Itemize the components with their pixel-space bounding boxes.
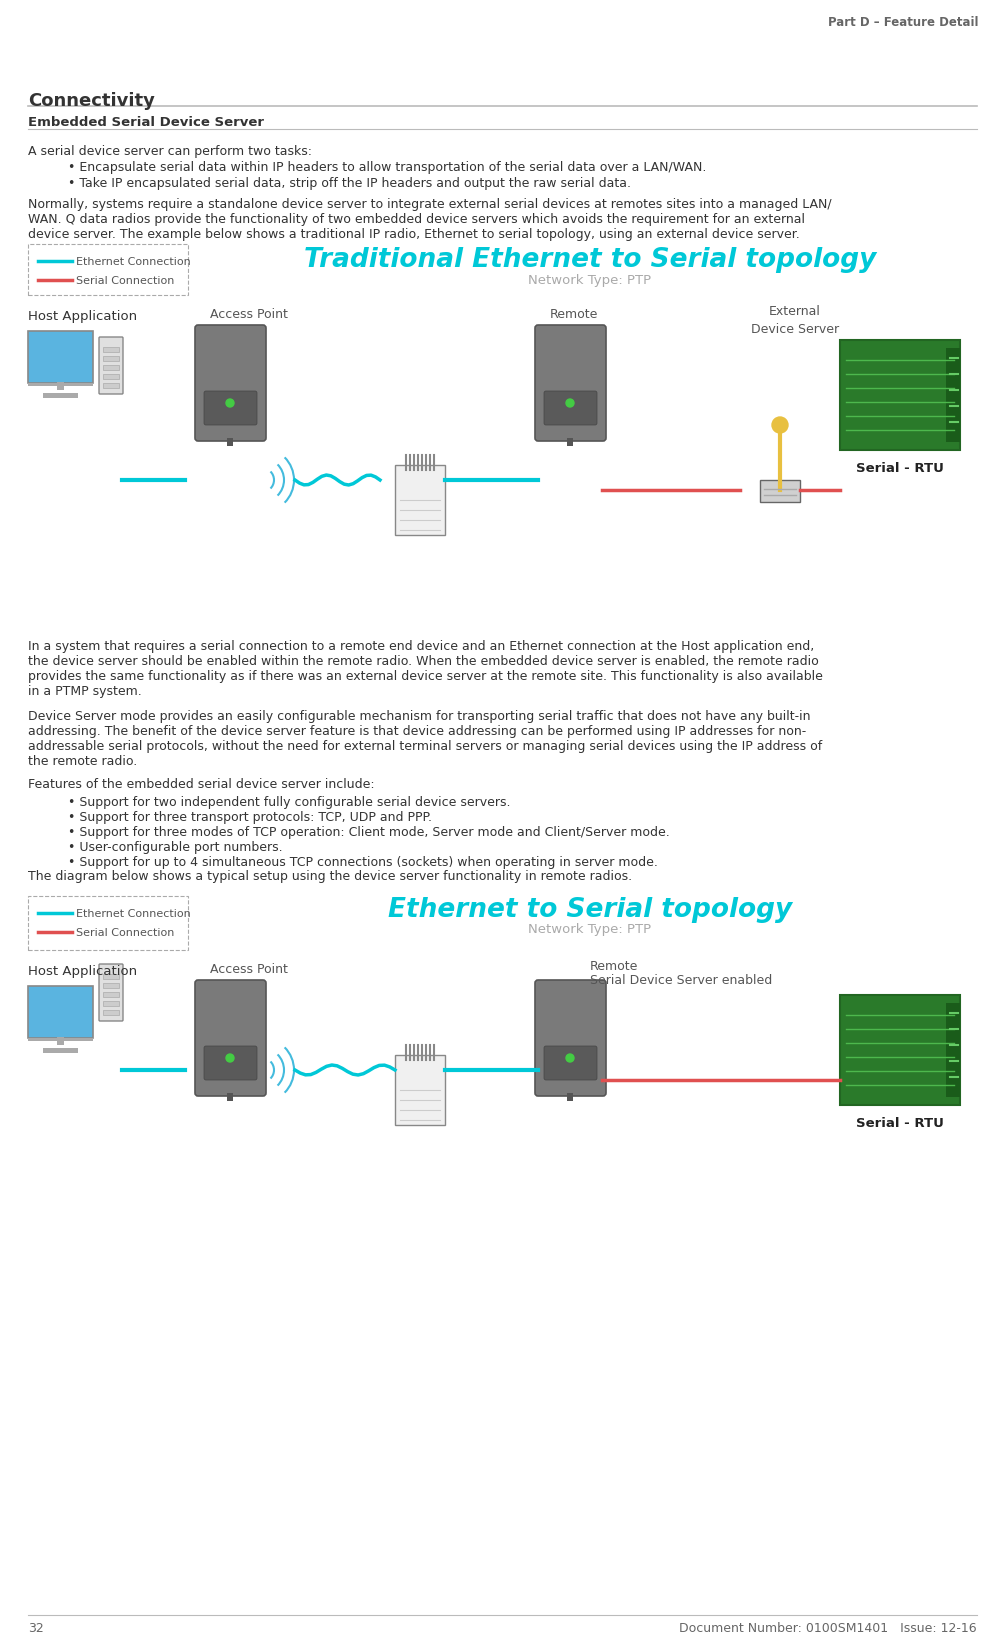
- Text: Connectivity: Connectivity: [28, 92, 155, 110]
- Circle shape: [226, 1054, 234, 1062]
- Text: Serial - RTU: Serial - RTU: [856, 1117, 944, 1130]
- FancyBboxPatch shape: [99, 964, 123, 1021]
- Text: Part D – Feature Detail: Part D – Feature Detail: [827, 16, 978, 29]
- Text: in a PTMP system.: in a PTMP system.: [28, 685, 142, 699]
- Bar: [227, 1093, 233, 1101]
- Text: • Support for two independent fully configurable serial device servers.: • Support for two independent fully conf…: [68, 797, 511, 808]
- Text: Access Point: Access Point: [210, 308, 287, 321]
- Text: Features of the embedded serial device server include:: Features of the embedded serial device s…: [28, 779, 375, 790]
- Text: the device server should be enabled within the remote radio. When the embedded d: the device server should be enabled with…: [28, 654, 819, 667]
- Text: device server. The example below shows a traditional IP radio, Ethernet to seria: device server. The example below shows a…: [28, 227, 800, 240]
- Text: Ethernet Connection: Ethernet Connection: [76, 910, 191, 919]
- Circle shape: [226, 399, 234, 407]
- Text: Normally, systems require a standalone device server to integrate external seria: Normally, systems require a standalone d…: [28, 198, 831, 211]
- Text: Serial Device Server enabled: Serial Device Server enabled: [590, 973, 772, 987]
- Text: the remote radio.: the remote radio.: [28, 754, 138, 767]
- FancyBboxPatch shape: [195, 326, 266, 442]
- Bar: [840, 340, 960, 450]
- Text: provides the same functionality as if there was an external device server at the: provides the same functionality as if th…: [28, 671, 823, 682]
- Bar: [103, 375, 119, 380]
- FancyBboxPatch shape: [535, 980, 606, 1096]
- Bar: [567, 438, 573, 447]
- FancyBboxPatch shape: [544, 1045, 597, 1080]
- Bar: [946, 1003, 960, 1098]
- Text: A serial device server can perform two tasks:: A serial device server can perform two t…: [28, 146, 312, 159]
- Bar: [760, 479, 800, 502]
- Text: 32: 32: [28, 1621, 44, 1634]
- Text: Device Server mode provides an easily configurable mechanism for transporting se: Device Server mode provides an easily co…: [28, 710, 810, 723]
- Bar: [103, 365, 119, 370]
- Text: Serial - RTU: Serial - RTU: [856, 461, 944, 474]
- Text: External
Device Server: External Device Server: [751, 304, 839, 335]
- Text: addressing. The benefit of the device server feature is that device addressing c: addressing. The benefit of the device se…: [28, 725, 806, 738]
- Bar: [103, 1009, 119, 1014]
- Circle shape: [566, 399, 574, 407]
- Bar: [28, 383, 93, 386]
- FancyBboxPatch shape: [99, 337, 123, 394]
- Text: Embedded Serial Device Server: Embedded Serial Device Server: [28, 116, 264, 129]
- Text: • Support for up to 4 simultaneous TCP connections (sockets) when operating in s: • Support for up to 4 simultaneous TCP c…: [68, 856, 658, 869]
- Text: The diagram below shows a typical setup using the device server functionality in: The diagram below shows a typical setup …: [28, 870, 632, 883]
- Text: Ethernet to Serial topology: Ethernet to Serial topology: [388, 897, 792, 923]
- Bar: [28, 330, 93, 383]
- Bar: [567, 1093, 573, 1101]
- Text: • Support for three transport protocols: TCP, UDP and PPP.: • Support for three transport protocols:…: [68, 811, 432, 825]
- Bar: [395, 465, 445, 535]
- Text: • User-configurable port numbers.: • User-configurable port numbers.: [68, 841, 282, 854]
- Bar: [227, 438, 233, 447]
- Text: Serial Connection: Serial Connection: [76, 928, 175, 937]
- Bar: [840, 995, 960, 1104]
- Text: Host Application: Host Application: [28, 309, 137, 322]
- FancyBboxPatch shape: [204, 1045, 257, 1080]
- Text: addressable serial protocols, without the need for external terminal servers or : addressable serial protocols, without th…: [28, 739, 822, 753]
- Text: • Support for three modes of TCP operation: Client mode, Server mode and Client/: • Support for three modes of TCP operati…: [68, 826, 669, 839]
- Bar: [395, 1055, 445, 1126]
- Text: Remote: Remote: [550, 308, 598, 321]
- Bar: [103, 383, 119, 388]
- Bar: [57, 1037, 64, 1045]
- Text: Network Type: PTP: Network Type: PTP: [529, 273, 651, 286]
- Text: Serial Connection: Serial Connection: [76, 276, 175, 286]
- Text: WAN. Q data radios provide the functionality of two embedded device servers whic: WAN. Q data radios provide the functiona…: [28, 213, 805, 226]
- Bar: [103, 357, 119, 362]
- Bar: [28, 987, 93, 1037]
- Text: Document Number: 0100SM1401   Issue: 12-16: Document Number: 0100SM1401 Issue: 12-16: [679, 1621, 977, 1634]
- Text: Traditional Ethernet to Serial topology: Traditional Ethernet to Serial topology: [304, 247, 876, 273]
- Text: Host Application: Host Application: [28, 965, 137, 978]
- Text: Remote: Remote: [590, 960, 638, 973]
- Text: • Take IP encapsulated serial data, strip off the IP headers and output the raw : • Take IP encapsulated serial data, stri…: [68, 177, 631, 190]
- Circle shape: [566, 1054, 574, 1062]
- FancyBboxPatch shape: [544, 391, 597, 425]
- FancyBboxPatch shape: [535, 326, 606, 442]
- Bar: [946, 348, 960, 442]
- Bar: [28, 244, 188, 294]
- Bar: [103, 983, 119, 988]
- Bar: [28, 897, 188, 951]
- FancyBboxPatch shape: [204, 391, 257, 425]
- Bar: [43, 393, 78, 398]
- Circle shape: [772, 417, 788, 434]
- FancyBboxPatch shape: [195, 980, 266, 1096]
- Bar: [57, 381, 64, 389]
- Bar: [103, 1001, 119, 1006]
- Text: • Encapsulate serial data within IP headers to allow transportation of the seria: • Encapsulate serial data within IP head…: [68, 160, 707, 173]
- Text: In a system that requires a serial connection to a remote end device and an Ethe: In a system that requires a serial conne…: [28, 640, 814, 653]
- Bar: [28, 1037, 93, 1040]
- Text: Network Type: PTP: Network Type: PTP: [529, 923, 651, 936]
- Text: Access Point: Access Point: [210, 964, 287, 977]
- Bar: [103, 973, 119, 978]
- Bar: [43, 1049, 78, 1054]
- Bar: [103, 347, 119, 352]
- Bar: [103, 991, 119, 996]
- Text: Ethernet Connection: Ethernet Connection: [76, 257, 191, 267]
